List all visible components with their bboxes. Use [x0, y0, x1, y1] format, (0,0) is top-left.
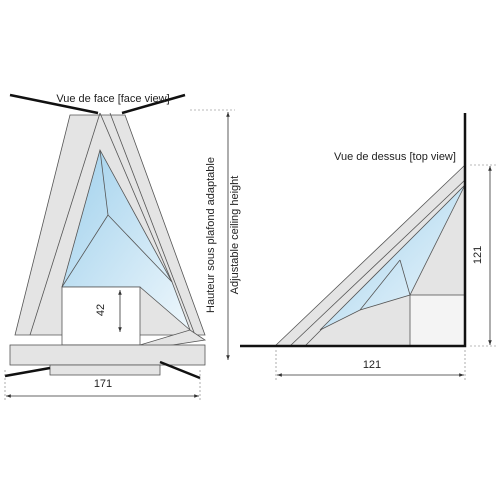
- height-label: Adjustable ceiling height: [229, 176, 241, 295]
- edge: [29, 112, 101, 336]
- base: [9, 344, 206, 366]
- wall-line: [4, 366, 51, 378]
- height-label: Hauteur sous plafond adaptable: [205, 157, 217, 313]
- edge: [399, 259, 411, 296]
- ceiling-line: [9, 93, 99, 115]
- edge: [61, 214, 109, 288]
- wall-corner: [240, 113, 467, 348]
- face-view: 42 171 Hauteur sous plafond adaptable Ad…: [4, 93, 241, 400]
- dimension-label: 121: [363, 359, 381, 371]
- wall-line: [159, 360, 201, 380]
- edge: [109, 112, 196, 336]
- edge: [289, 179, 466, 347]
- edge: [107, 214, 173, 283]
- base-lower: [49, 364, 161, 376]
- top-view: 121 121 Vue de dessus [top view]: [240, 113, 497, 382]
- opening: [409, 294, 466, 347]
- dimension-label: 121: [472, 246, 484, 264]
- dimension-label: 42: [95, 304, 107, 316]
- ceiling-line: [121, 93, 186, 115]
- dimension-label: 171: [94, 378, 112, 390]
- glass: [61, 148, 191, 331]
- view-title: Vue de face [face view]: [56, 93, 169, 105]
- view-title: Vue de dessus [top view]: [334, 151, 456, 163]
- edge: [99, 149, 109, 216]
- edge: [99, 112, 173, 283]
- opening: [61, 286, 141, 346]
- edge: [359, 259, 401, 311]
